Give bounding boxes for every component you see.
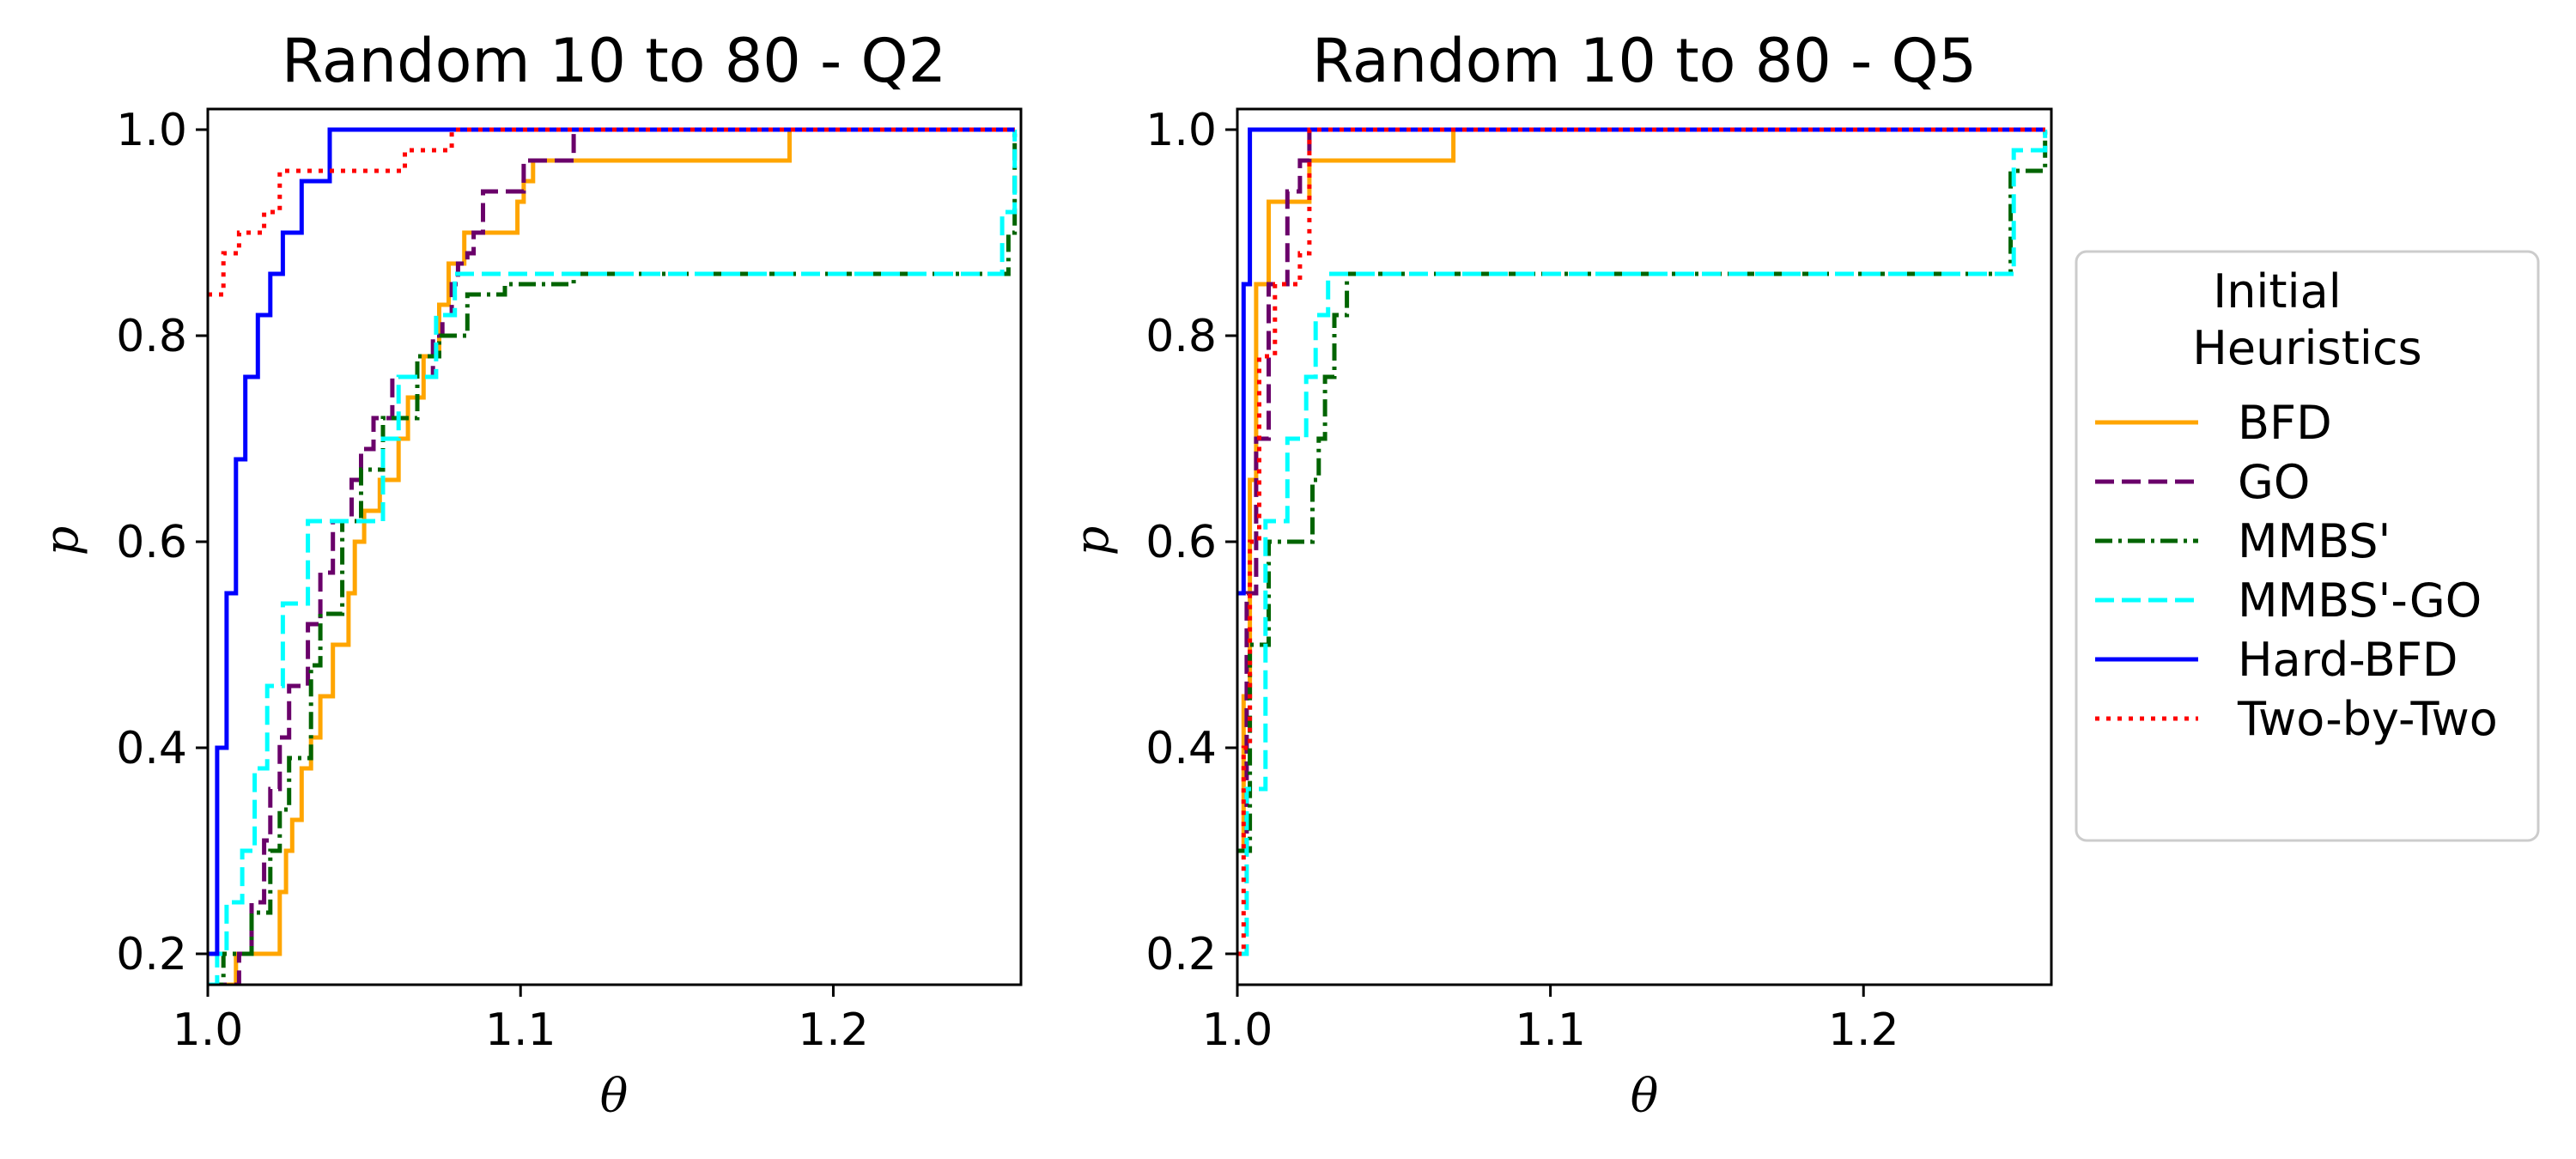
x-tick-label: 1.2 [1828, 1004, 1899, 1056]
plot-frame [206, 107, 1023, 986]
y-tick-label: 0.6 [1145, 517, 1217, 568]
plot-area [1237, 127, 2048, 956]
x-tick-label: 1.1 [1515, 1004, 1586, 1056]
legend-box [2075, 250, 2540, 842]
y-tick-label: 0.4 [1145, 723, 1217, 774]
x-axis-label: θ [1631, 1069, 1659, 1123]
series-line-go [1237, 127, 2045, 853]
series-line-mmbs [1237, 130, 2048, 853]
legend-label: MMBS'-GO [2238, 573, 2482, 628]
legend-label: BFD [2238, 396, 2332, 450]
axis-ticks: 1.0 1.1 1.2 0.2 0.4 0.6 0.8 1.0 [116, 105, 869, 1056]
chart-title: Random 10 to 80 - Q2 [282, 26, 946, 96]
legend-entry-bfd: BFD [2095, 396, 2332, 450]
legend-entry-two-by-two: Two-by-Two [2095, 692, 2498, 746]
x-tick-label: 1.0 [1202, 1004, 1273, 1056]
series-line-go [208, 127, 1015, 985]
legend-entry-mmbs-go: MMBS'-GO [2095, 573, 2482, 628]
legend-label: Two-by-Two [2237, 692, 2498, 746]
legend-entry-hard-bfd: Hard-BFD [2095, 633, 2458, 687]
legend-title-line2: Heuristics [2192, 321, 2421, 375]
x-tick-label: 1.1 [485, 1004, 556, 1056]
x-tick-label: 1.0 [173, 1004, 244, 1056]
series-line-bfd [208, 127, 1015, 985]
y-tick-label: 1.0 [1145, 105, 1217, 156]
chart-panel-q2: Random 10 to 80 - Q2 θ p 1.0 1.1 1.2 0.2 0.4… [34, 26, 1023, 1123]
y-axis-label: p [1065, 526, 1119, 556]
y-axis-label: p [34, 526, 88, 556]
legend-label: Hard-BFD [2238, 633, 2458, 687]
series-line-two-by-two [208, 127, 1015, 297]
x-tick-label: 1.2 [798, 1004, 869, 1056]
y-tick-label: 0.8 [116, 311, 187, 362]
x-axis-label: θ [600, 1069, 629, 1123]
series-line-mmbs [208, 130, 1018, 985]
legend-entry-mmbs: MMBS' [2095, 514, 2391, 568]
chart-title: Random 10 to 80 - Q5 [1312, 26, 1977, 96]
series-line-mmbs-go [208, 130, 1018, 985]
series-line-bfd [1237, 127, 2045, 853]
plot-frame [1236, 107, 2053, 986]
legend-label: GO [2238, 455, 2310, 509]
legend: Initial Heuristics BFDGOMMBS'MMBS'-GOHar… [2075, 250, 2540, 842]
series-line-mmbs-go [1237, 130, 2048, 956]
y-tick-label: 0.8 [1145, 311, 1217, 362]
axis-ticks: 1.0 1.1 1.2 0.2 0.4 0.6 0.8 1.0 [1145, 105, 1899, 1056]
series-line-hard-bfd [208, 127, 1015, 956]
series-line-two-by-two [1237, 127, 2045, 956]
y-tick-label: 0.4 [116, 723, 187, 774]
plot-area [208, 127, 1018, 985]
y-tick-label: 0.2 [116, 929, 187, 980]
legend-label: MMBS' [2238, 514, 2391, 568]
chart-panel-q5: Random 10 to 80 - Q5 θ p 1.0 1.1 1.2 0.2 0.4… [1065, 26, 2053, 1123]
legend-title-line1: Initial [2213, 264, 2341, 319]
series-line-hard-bfd [1237, 127, 2045, 596]
y-tick-label: 0.6 [116, 517, 187, 568]
y-tick-label: 0.2 [1145, 929, 1217, 980]
y-tick-label: 1.0 [116, 105, 187, 156]
legend-entry-go: GO [2095, 455, 2310, 509]
